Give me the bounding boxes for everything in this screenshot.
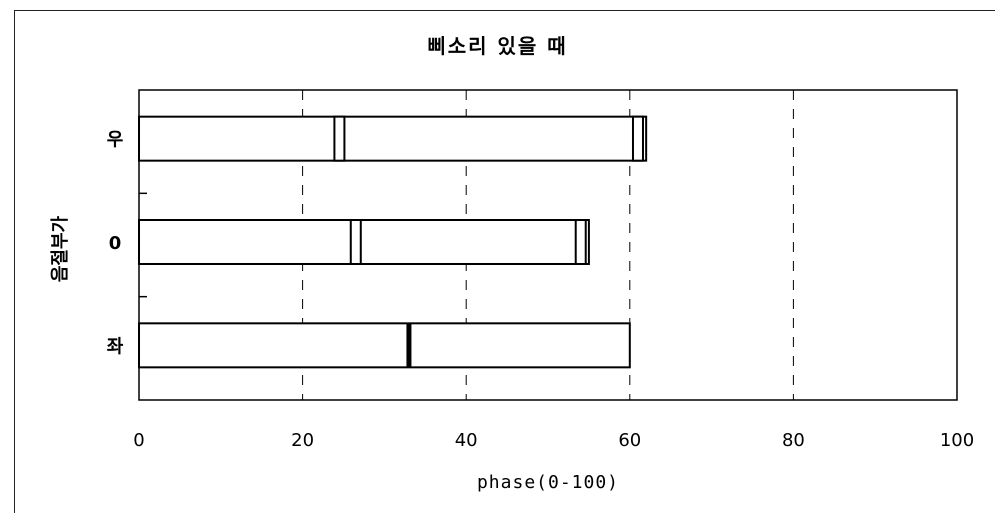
x-tick-label: 100 <box>940 430 974 451</box>
bar-marker <box>349 219 362 265</box>
x-tick-label: 0 <box>133 430 144 451</box>
axis-ticks <box>139 192 147 298</box>
bar <box>138 115 648 162</box>
y-category-label: 우 <box>107 130 124 151</box>
y-category-label: 좌 <box>107 336 124 357</box>
bar-marker <box>631 115 644 162</box>
bar-marker <box>574 219 587 265</box>
y-category-label: 0 <box>109 233 122 254</box>
chart-title: 삐소리 있을 때 <box>427 34 568 58</box>
bar-marker <box>333 115 346 162</box>
bar <box>138 322 631 369</box>
x-tick-label: 80 <box>782 430 805 451</box>
x-tick-label: 20 <box>291 430 314 451</box>
bar <box>138 219 590 265</box>
plot-area <box>138 89 958 401</box>
x-axis-label: phase(0-100) <box>477 472 619 493</box>
bar-marker <box>406 323 412 368</box>
tick-labels: 0 20 40 60 80 100 우 0 좌 <box>107 130 974 451</box>
x-tick-label: 40 <box>455 430 478 451</box>
y-axis-label: 음절부가 <box>50 215 71 282</box>
figure-frame <box>14 10 995 513</box>
bars <box>138 115 648 369</box>
x-tick-label: 60 <box>618 430 641 451</box>
